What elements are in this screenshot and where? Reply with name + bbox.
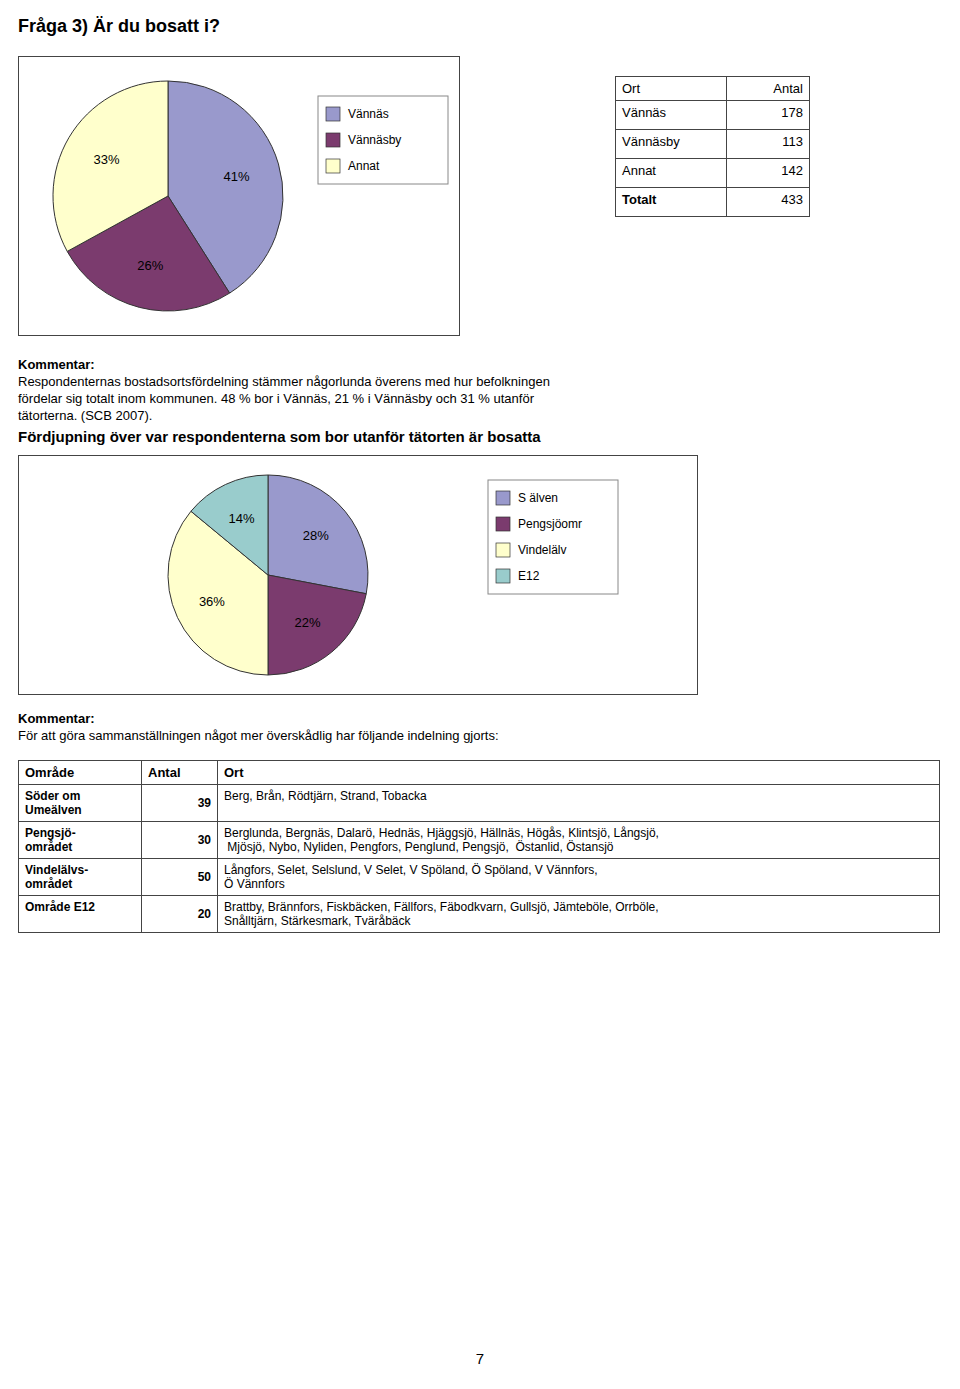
data-label: 28% bbox=[303, 528, 329, 543]
annotation: tätorterna. (SCB 2007). bbox=[18, 407, 550, 424]
table-cell: 433 bbox=[727, 188, 810, 217]
table-row: Totalt433 bbox=[616, 188, 810, 217]
chart-frame bbox=[19, 57, 460, 336]
legend-label: Pengsjöomr bbox=[518, 517, 582, 531]
legend-swatch bbox=[496, 491, 510, 505]
table-cell: 178 bbox=[727, 101, 810, 130]
pie-slice bbox=[268, 475, 368, 594]
data-label: 22% bbox=[295, 615, 321, 630]
table-row: Söder om Umeälven39Berg, Brån, Rödtjärn,… bbox=[19, 785, 940, 822]
chart-title: Fördjupning över var respondenterna som … bbox=[18, 428, 541, 445]
pie-slice bbox=[53, 81, 168, 251]
table-header: Ort bbox=[616, 77, 727, 101]
legend-label: E12 bbox=[518, 569, 540, 583]
legend-swatch bbox=[326, 133, 340, 147]
table-cell: Söder om Umeälven bbox=[19, 785, 142, 822]
data-table: OmrådeAntalOrtSöder om Umeälven39Berg, B… bbox=[18, 760, 940, 933]
data-label: 26% bbox=[137, 258, 163, 273]
table-cell: 39 bbox=[142, 785, 218, 822]
table-cell: 20 bbox=[142, 896, 218, 933]
table-header: Ort bbox=[218, 761, 940, 785]
table-row: Vindelälvs- området50Långfors, Selet, Se… bbox=[19, 859, 940, 896]
data-label: 36% bbox=[199, 594, 225, 609]
data-labels: 28% 22% 36% 14% bbox=[199, 511, 329, 630]
table-cell: Berg, Brån, Rödtjärn, Strand, Tobacka bbox=[218, 785, 940, 822]
legend: Vännäs Vännäsby Annat bbox=[318, 96, 448, 184]
table-header-row: OmrådeAntalOrt bbox=[19, 761, 940, 785]
data-labels: 41% 26% 33% bbox=[94, 152, 250, 272]
annotation: Kommentar: bbox=[18, 710, 499, 727]
table-row: Pengsjö- området30Berglunda, Bergnäs, Da… bbox=[19, 822, 940, 859]
legend-swatch bbox=[326, 159, 340, 173]
data-label: 33% bbox=[94, 152, 120, 167]
table-cell: 30 bbox=[142, 822, 218, 859]
pie-chart: 41% 26% 33% Vännäs Vännäsby Annat bbox=[18, 56, 460, 336]
table-cell: Område E12 bbox=[19, 896, 142, 933]
page-number: 7 bbox=[460, 1350, 500, 1367]
legend-label: S älven bbox=[518, 491, 558, 505]
table-cell: Vindelälvs- området bbox=[19, 859, 142, 896]
table-cell: Långfors, Selet, Selslund, V Selet, V Sp… bbox=[218, 859, 940, 896]
table-row: Område E1220Brattby, Brännfors, Fiskbäck… bbox=[19, 896, 940, 933]
table-cell: Totalt bbox=[616, 188, 727, 217]
table-cell: Berglunda, Bergnäs, Dalarö, Hednäs, Hjäg… bbox=[218, 822, 940, 859]
table-cell: 50 bbox=[142, 859, 218, 896]
legend: S älven Pengsjöomr Vindelälv E12 bbox=[488, 480, 618, 594]
legend-label: Vännäsby bbox=[348, 133, 401, 147]
pie-slice bbox=[191, 475, 268, 575]
chart-frame bbox=[19, 456, 698, 695]
annotation: fördelar sig totalt inom kommunen. 48 % … bbox=[18, 390, 550, 407]
table-header: Antal bbox=[727, 77, 810, 101]
table-row: Vännäsby113 bbox=[616, 130, 810, 159]
legend-label: Vännäs bbox=[348, 107, 389, 121]
table-cell: Vännäs bbox=[616, 101, 727, 130]
table-cell: Annat bbox=[616, 159, 727, 188]
table-row: Vännäs178 bbox=[616, 101, 810, 130]
legend-frame bbox=[318, 96, 448, 184]
legend-swatch bbox=[496, 569, 510, 583]
data-label: 14% bbox=[229, 511, 255, 526]
slices bbox=[168, 475, 368, 675]
table-header-row: OrtAntal bbox=[616, 77, 810, 101]
annotation: För att göra sammanställningen något mer… bbox=[18, 727, 499, 744]
legend-label: Annat bbox=[348, 159, 380, 173]
annotation: Kommentar: bbox=[18, 356, 550, 373]
legend-swatch bbox=[326, 107, 340, 121]
legend-swatch bbox=[496, 517, 510, 531]
annotations: Kommentar:Respondenternas bostadsortsför… bbox=[18, 356, 550, 424]
chart-title: Fråga 3) Är du bosatt i? bbox=[18, 16, 220, 37]
pie-slice bbox=[268, 575, 366, 675]
annotations: Kommentar:För att göra sammanställningen… bbox=[18, 710, 499, 744]
legend-label: Vindelälv bbox=[518, 543, 566, 557]
slices bbox=[53, 81, 283, 311]
table-cell: Pengsjö- området bbox=[19, 822, 142, 859]
table-header: Antal bbox=[142, 761, 218, 785]
data-label: 41% bbox=[223, 169, 249, 184]
table-row: Annat142 bbox=[616, 159, 810, 188]
annotation: Respondenternas bostadsortsfördelning st… bbox=[18, 373, 550, 390]
pie-chart: 28% 22% 36% 14% S älven Pengsjöomr Vindelälv E1… bbox=[18, 455, 698, 695]
table-cell: 113 bbox=[727, 130, 810, 159]
legend-swatch bbox=[496, 543, 510, 557]
legend-frame bbox=[488, 480, 618, 594]
table-cell: 142 bbox=[727, 159, 810, 188]
table-cell: Brattby, Brännfors, Fiskbäcken, Fällfors… bbox=[218, 896, 940, 933]
table-header: Område bbox=[19, 761, 142, 785]
table-cell: Vännäsby bbox=[616, 130, 727, 159]
data-table: OrtAntalVännäs178Vännäsby113Annat142Tota… bbox=[615, 76, 810, 217]
